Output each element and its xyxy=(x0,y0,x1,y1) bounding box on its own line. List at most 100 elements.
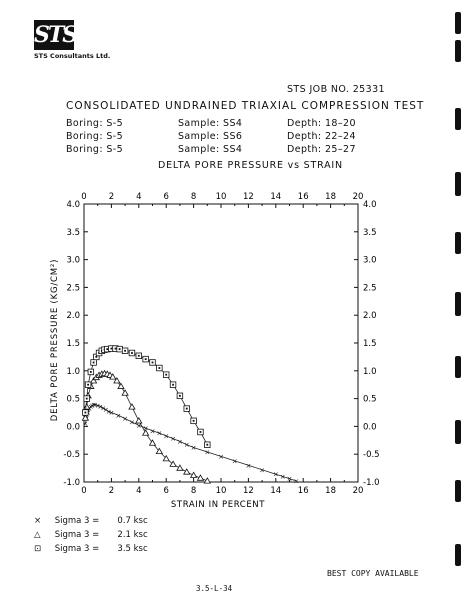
x-tick-label-bottom: 0 xyxy=(81,486,86,496)
legend-label-3: Sigma 3 = xyxy=(54,544,100,554)
data-point-x: × xyxy=(103,406,109,414)
data-point-x: × xyxy=(287,475,293,483)
y-tick-label-right: -0.5 xyxy=(363,450,380,460)
data-point-triangle xyxy=(121,389,129,396)
binder-mark xyxy=(455,232,461,254)
data-point-triangle xyxy=(113,377,121,384)
y-tick-label-left: 3.5 xyxy=(66,228,80,238)
data-point-triangle xyxy=(89,377,98,384)
data-point-x: × xyxy=(245,462,251,470)
depth-3: Depth: 25–27 xyxy=(287,144,356,155)
data-point-x: × xyxy=(143,425,149,433)
data-point-triangle xyxy=(148,439,157,446)
data-point-square-center xyxy=(144,358,147,361)
data-point-square-center xyxy=(165,373,168,376)
data-point-square-center xyxy=(199,431,202,433)
data-point-x: × xyxy=(232,457,238,465)
sample-2: Sample: SS6 xyxy=(178,131,243,142)
plot-frame xyxy=(83,203,359,483)
data-point-x: × xyxy=(95,402,101,410)
data-point-square-center xyxy=(85,397,88,400)
data-point-x: × xyxy=(115,412,121,420)
data-point-square-center xyxy=(114,347,117,350)
sample-3: Sample: SS4 xyxy=(178,144,243,155)
data-point-x: × xyxy=(280,473,286,481)
binder-mark xyxy=(455,172,461,196)
data-point-x: × xyxy=(156,430,162,438)
data-point-triangle xyxy=(128,403,136,410)
binder-mark xyxy=(455,108,461,130)
binder-mark xyxy=(455,12,461,34)
data-point-square-center xyxy=(89,371,92,373)
boring-1: Boring: S-5 xyxy=(66,118,124,129)
data-point-x: × xyxy=(163,432,169,440)
y-tick-label-left: 2.0 xyxy=(66,311,80,321)
y-tick-label-right: 2.5 xyxy=(363,283,377,293)
x-tick-label-bottom: 18 xyxy=(325,486,336,496)
y-axis-label: DELTA PORE PRESSURE (KG/CM²) xyxy=(50,259,60,421)
legend-value-3: 3.5 ksc xyxy=(117,544,148,554)
data-point-square-center xyxy=(124,349,126,352)
y-tick-label-right: 4.0 xyxy=(363,200,377,210)
binder-mark xyxy=(455,40,461,62)
x-tick-label-bottom: 16 xyxy=(298,486,309,496)
binder-mark xyxy=(455,420,461,444)
data-point-x: × xyxy=(177,438,183,446)
y-tick-label-left: 0.0 xyxy=(66,422,80,432)
x-tick-label-bottom: 20 xyxy=(353,486,364,496)
x-tick-label-top: 4 xyxy=(136,192,141,202)
legend-value-2: 2.1 ksc xyxy=(117,530,148,540)
best-copy-note: BEST COPY AVAILABLE xyxy=(327,569,419,578)
data-point-x: × xyxy=(259,466,265,474)
data-point-x: × xyxy=(273,471,279,479)
data-point-x: × xyxy=(129,418,135,426)
data-point-square-center xyxy=(84,411,87,414)
x-tick-label-bottom: 10 xyxy=(216,486,227,496)
y-tick-label-left: 3.0 xyxy=(66,256,80,266)
y-tick-label-right: 2.0 xyxy=(363,311,377,321)
x-tick-label-bottom: 12 xyxy=(243,486,254,496)
x-axis-label: STRAIN IN PERCENT xyxy=(171,500,265,510)
data-point-triangle xyxy=(109,373,117,380)
chart-title: DELTA PORE PRESSURE vs STRAIN xyxy=(158,160,343,171)
test-title: CONSOLIDATED UNDRAINED TRIAXIAL COMPRESS… xyxy=(66,100,425,112)
series-line-x xyxy=(85,404,297,482)
legend-item-2: △ Sigma 3 = 2.1 ksc xyxy=(34,530,148,540)
depth-1: Depth: 18–20 xyxy=(287,118,356,129)
data-point-triangle xyxy=(141,429,150,436)
data-point-square-center xyxy=(158,367,161,369)
data-point-x: × xyxy=(108,409,114,417)
y-tick-label-left: -0.5 xyxy=(63,450,80,460)
binder-mark xyxy=(455,544,461,566)
y-tick-label-left: 0.5 xyxy=(66,395,80,405)
data-point-triangle xyxy=(83,403,91,410)
data-point-x: × xyxy=(98,403,104,411)
y-tick-label-right: -1.0 xyxy=(363,478,380,488)
x-tick-label-top: 2 xyxy=(109,192,114,202)
y-tick-label-right: 0.5 xyxy=(363,395,377,405)
data-point-x: × xyxy=(150,427,156,435)
x-tick-label-top: 12 xyxy=(243,192,254,202)
y-tick-label-right: 1.0 xyxy=(363,367,377,377)
x-tick-label-top: 14 xyxy=(270,192,281,202)
square-marker-icon: ⊡ xyxy=(34,544,42,554)
data-point-triangle xyxy=(169,460,177,467)
y-tick-label-right: 1.5 xyxy=(363,339,377,349)
boring-2: Boring: S-5 xyxy=(66,131,124,142)
data-point-x: × xyxy=(184,441,190,449)
x-tick-label-bottom: 2 xyxy=(109,486,114,496)
data-point-square-center xyxy=(118,348,121,351)
binder-mark xyxy=(455,356,461,378)
data-point-triangle xyxy=(117,382,125,389)
data-point-square-center xyxy=(87,383,90,386)
data-point-square-center xyxy=(172,383,174,386)
data-point-x: × xyxy=(191,444,197,452)
y-tick-label-right: 0.0 xyxy=(363,422,377,432)
y-tick-label-left: 1.5 xyxy=(66,339,80,349)
series-square xyxy=(82,345,211,448)
data-point-square-center xyxy=(106,348,109,351)
legend-label-2: Sigma 3 = xyxy=(54,530,100,540)
y-tick-label-left: 2.5 xyxy=(66,283,80,293)
data-point-x: × xyxy=(218,453,224,461)
data-point-triangle xyxy=(203,477,211,484)
